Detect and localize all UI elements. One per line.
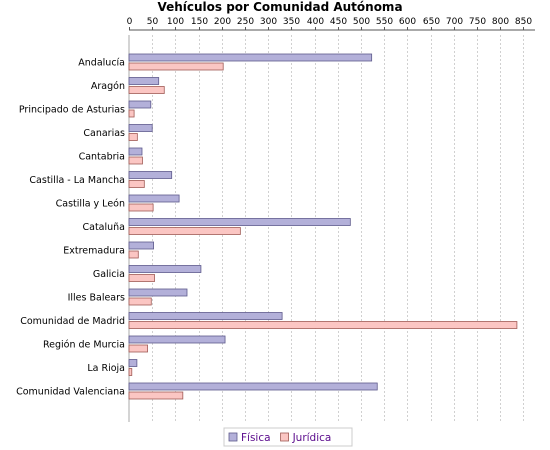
category-label: Cataluña	[82, 222, 125, 233]
bar	[128, 53, 373, 62]
bar	[128, 241, 154, 250]
category-label: Canarias	[83, 128, 125, 139]
bar	[128, 335, 226, 344]
category-label: Illes Balears	[68, 293, 125, 304]
x-tick-label: 650	[423, 17, 440, 27]
bar	[128, 368, 133, 376]
bar	[128, 344, 148, 353]
bar	[128, 203, 154, 212]
bar	[128, 194, 180, 203]
bar	[128, 62, 224, 71]
x-tick-label: 400	[307, 17, 324, 27]
x-tick-label: 450	[330, 17, 347, 27]
bar	[128, 265, 202, 273]
bar	[128, 312, 283, 320]
category-label: Castilla y León	[56, 199, 125, 210]
category-label: Comunidad Valenciana	[16, 387, 125, 398]
bar	[128, 77, 160, 85]
category-label: Castilla - La Mancha	[29, 175, 125, 186]
legend-swatch	[228, 432, 238, 442]
bar	[128, 288, 188, 297]
category-label: Aragón	[91, 81, 125, 92]
x-tick-label: 350	[283, 17, 300, 27]
legend-label: Jurídica	[292, 432, 332, 444]
bars	[128, 53, 518, 400]
x-tick-label: 300	[260, 17, 277, 27]
legend-swatch	[280, 432, 289, 442]
bar	[128, 147, 143, 156]
bar	[128, 274, 155, 282]
category-label: Andalucía	[78, 58, 125, 69]
bar	[128, 391, 184, 400]
chart-title: Vehículos por Comunidad Autónoma	[157, 0, 402, 14]
x-tick-label: 250	[237, 17, 254, 27]
x-tick-label: 600	[399, 17, 416, 27]
x-tick-label: 550	[376, 17, 393, 27]
bar	[128, 321, 518, 329]
bar	[128, 218, 351, 226]
bar	[128, 156, 143, 165]
bar	[128, 100, 152, 109]
x-tick-label: 750	[469, 17, 486, 27]
x-tick-label: 150	[191, 17, 208, 27]
bar	[128, 250, 139, 259]
bar	[128, 171, 173, 179]
x-tick-label: 500	[353, 17, 370, 27]
x-tick-label: 200	[214, 17, 231, 27]
x-tick-label: 50	[147, 17, 159, 27]
bar	[128, 297, 152, 306]
x-tick-label: 100	[167, 17, 184, 27]
category-label: Galicia	[93, 269, 125, 280]
category-label: Extremadura	[63, 246, 125, 257]
category-label: Cantabria	[79, 152, 125, 163]
bar	[128, 109, 135, 118]
bar	[128, 359, 138, 367]
bar	[128, 124, 153, 132]
x-tick-label: 850	[515, 17, 532, 27]
x-tick-label: 700	[446, 17, 463, 27]
bar	[128, 86, 165, 94]
category-labels: Andalucía Aragón Principado de Asturias Can…	[16, 58, 125, 398]
bar	[128, 382, 378, 391]
bar	[128, 227, 241, 235]
x-tick-label: 0	[127, 17, 133, 27]
bar	[128, 133, 138, 141]
legend: Física Jurídica	[223, 427, 353, 447]
x-tick-label: 800	[492, 17, 509, 27]
category-label: La Rioja	[87, 363, 125, 374]
bar	[128, 180, 145, 188]
category-label: Región de Murcia	[43, 340, 125, 351]
category-label: Principado de Asturias	[19, 105, 125, 116]
category-label: Comunidad de Madrid	[20, 316, 125, 327]
legend-label: Física	[241, 432, 271, 444]
